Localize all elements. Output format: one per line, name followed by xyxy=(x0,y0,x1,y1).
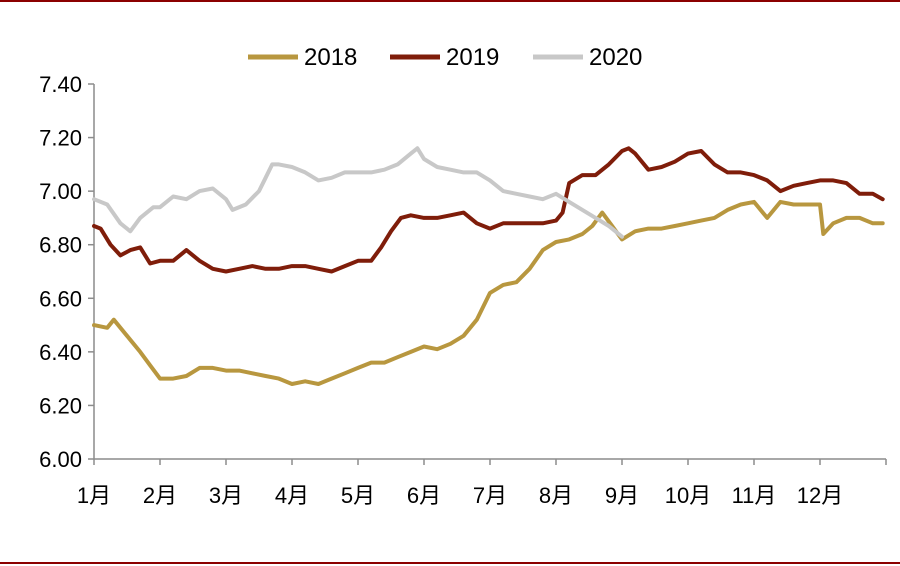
legend-label-2019: 2019 xyxy=(446,44,499,71)
legend: 2018 2019 2020 xyxy=(248,44,642,71)
y-tick-label: 6.80 xyxy=(39,233,82,258)
x-tick-label: 7月 xyxy=(473,483,507,508)
x-tick-label: 9月 xyxy=(605,483,639,508)
y-tick-label: 6.00 xyxy=(39,447,82,472)
x-tick-label: 8月 xyxy=(539,483,573,508)
x-tick-label: 2月 xyxy=(143,483,177,508)
x-tick-label: 6月 xyxy=(407,483,441,508)
x-tick-label: 10月 xyxy=(665,483,711,508)
y-tick-label: 6.60 xyxy=(39,286,82,311)
x-tick-label: 5月 xyxy=(341,483,375,508)
x-tick-label: 12月 xyxy=(797,483,843,508)
y-tick-label: 6.20 xyxy=(39,393,82,418)
x-tick-label: 1月 xyxy=(77,483,111,508)
legend-label-2018: 2018 xyxy=(304,44,357,71)
y-tick-label: 7.20 xyxy=(39,126,82,151)
y-tick-label: 6.40 xyxy=(39,340,82,365)
y-tick-label: 7.00 xyxy=(39,179,82,204)
y-axis: 7.40 7.20 7.00 6.80 6.60 6.40 6.20 6.00 xyxy=(39,72,95,472)
x-axis: 1月 2月 3月 4月 5月 6月 7月 8月 9月 10月 11月 12月 xyxy=(77,458,887,508)
series-line-2018 xyxy=(92,199,885,386)
x-tick-label: 3月 xyxy=(209,483,243,508)
y-tick-label: 7.40 xyxy=(39,72,82,97)
series-group xyxy=(92,146,885,386)
x-tick-label: 11月 xyxy=(732,483,777,508)
x-tick-label: 4月 xyxy=(275,483,309,508)
legend-label-2020: 2020 xyxy=(589,44,642,71)
series-line-2019 xyxy=(92,146,885,274)
series-line-2020 xyxy=(92,146,624,239)
